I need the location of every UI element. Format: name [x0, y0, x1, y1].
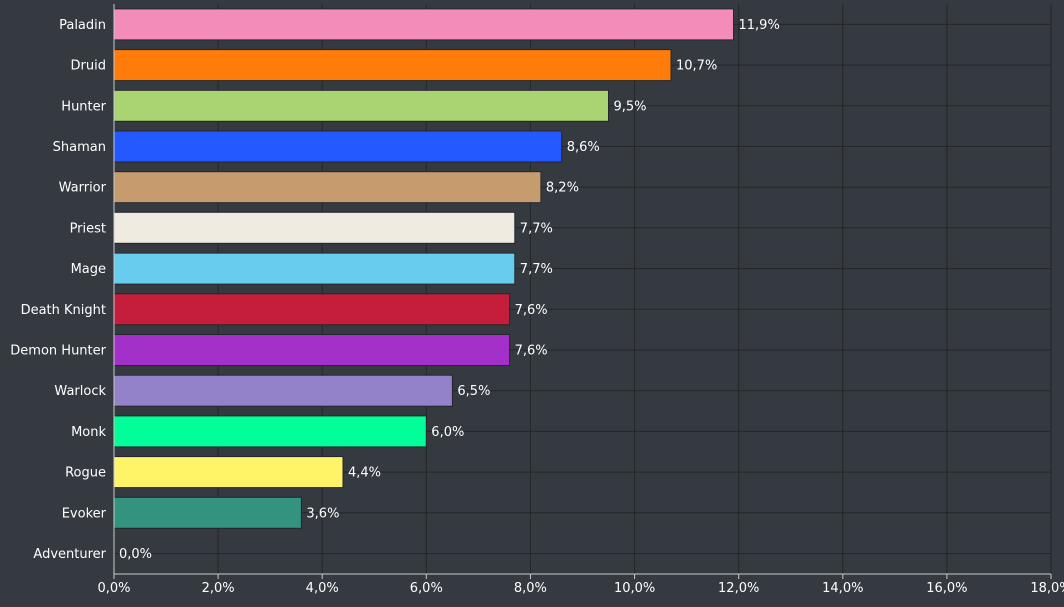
value-label: 3,6% [306, 506, 339, 521]
category-label: Monk [71, 425, 106, 440]
bar-warlock [113, 374, 453, 407]
bar-demon-hunter [113, 334, 511, 366]
value-label: 0,0% [119, 547, 152, 562]
x-tick-label: 12,0% [718, 581, 759, 596]
category-label: Rogue [65, 466, 106, 481]
x-tick-label: 18,0% [1030, 581, 1064, 596]
x-tick-label: 2,0% [202, 581, 235, 596]
value-label: 6,0% [431, 425, 464, 440]
bar-druid [113, 49, 672, 82]
value-label: 7,6% [515, 344, 548, 359]
bar-warrior [113, 171, 542, 204]
value-label: 10,7% [676, 59, 717, 74]
category-labels: Paladin Druid Hunter Shaman Warrior Priest Mag… [10, 18, 106, 562]
x-tick-label: 4,0% [306, 581, 339, 596]
category-label: Druid [71, 59, 106, 74]
value-labels: 11,9% 10,7% 9,5% 8,6% 8,2% 7,7% 7,7% 7,6% 7,6% 6,… [119, 18, 780, 562]
category-label: Demon Hunter [10, 344, 106, 359]
value-label: 7,6% [515, 303, 548, 318]
value-label: 8,6% [567, 140, 600, 155]
x-tick-label: 10,0% [614, 581, 655, 596]
value-label: 8,2% [546, 181, 579, 196]
value-label: 7,7% [520, 221, 553, 236]
category-label: Death Knight [21, 303, 106, 318]
value-label: 11,9% [739, 18, 780, 33]
category-label: Shaman [53, 140, 106, 155]
category-label: Paladin [59, 18, 106, 33]
x-tick-label: 14,0% [822, 581, 863, 596]
x-tick-label: 6,0% [410, 581, 443, 596]
bar-priest [113, 211, 516, 244]
bar-paladin [113, 8, 734, 41]
value-label: 7,7% [520, 262, 553, 277]
value-label: 4,4% [348, 466, 381, 481]
category-label: Mage [71, 262, 106, 277]
x-axis-ticks: 0,0% 2,0% 4,0% 6,0% 8,0% 10,0% 12,0% 14,0% 16,0%… [97, 574, 1064, 596]
bar-hunter [113, 89, 609, 122]
category-label: Evoker [62, 506, 107, 521]
category-label: Adventurer [33, 547, 106, 562]
bar-mage [113, 252, 516, 285]
axes [113, 4, 1051, 575]
value-label: 9,5% [614, 99, 647, 114]
category-label: Hunter [61, 99, 106, 114]
x-tick-label: 8,0% [514, 581, 547, 596]
bars [113, 8, 734, 529]
bar-shaman [113, 130, 563, 163]
x-tick-label: 16,0% [926, 581, 967, 596]
bar-rogue [113, 456, 344, 489]
x-tick-label: 0,0% [97, 581, 130, 596]
category-label: Warlock [54, 384, 106, 399]
category-label: Priest [70, 221, 106, 236]
bar-evoker [113, 496, 302, 529]
bar-death-knight [113, 293, 511, 326]
value-label: 6,5% [457, 384, 490, 399]
bar-monk [113, 415, 427, 448]
grid-lines [114, 4, 1052, 574]
category-label: Warrior [59, 181, 107, 196]
